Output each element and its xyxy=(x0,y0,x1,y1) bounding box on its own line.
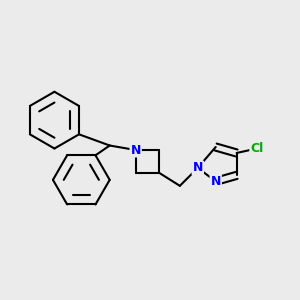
Text: Cl: Cl xyxy=(250,142,263,155)
Text: N: N xyxy=(130,143,141,157)
Text: N: N xyxy=(193,161,203,174)
Text: N: N xyxy=(211,175,221,188)
